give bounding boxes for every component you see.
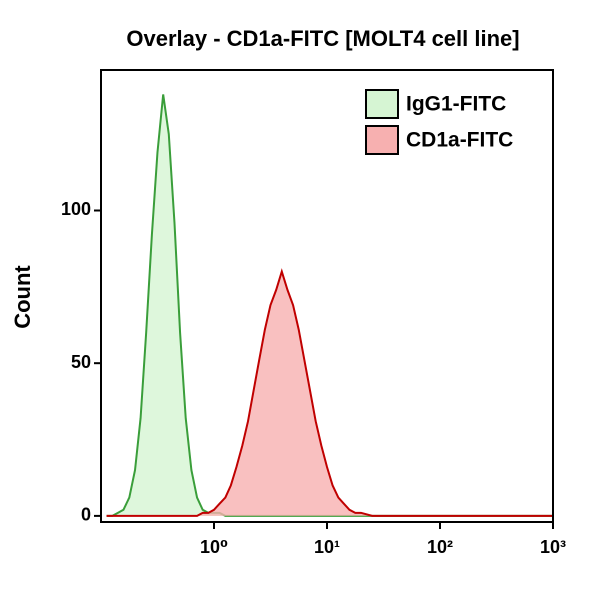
- legend-swatch: [365, 125, 399, 155]
- area-line: [106, 268, 553, 517]
- x-tick-label: 10³: [540, 537, 566, 557]
- legend-label: IgG1-FITC: [406, 93, 506, 116]
- y-tick-label: 0: [81, 505, 91, 525]
- y-tick-label: 100: [61, 199, 91, 219]
- chart-title: Overlay - CD1a-FITC [MOLT4 cell line]: [126, 26, 519, 51]
- y-axis-label: Count: [10, 265, 35, 329]
- y-tick-label: 50: [71, 352, 91, 372]
- area-fill: [106, 94, 553, 516]
- x-tick-label: 10¹: [314, 537, 340, 557]
- x-tick-label: 10⁰: [200, 537, 228, 557]
- legend-swatch: [365, 89, 399, 119]
- x-tick-label: 10²: [427, 537, 453, 557]
- legend-label: CD1a-FITC: [406, 129, 513, 152]
